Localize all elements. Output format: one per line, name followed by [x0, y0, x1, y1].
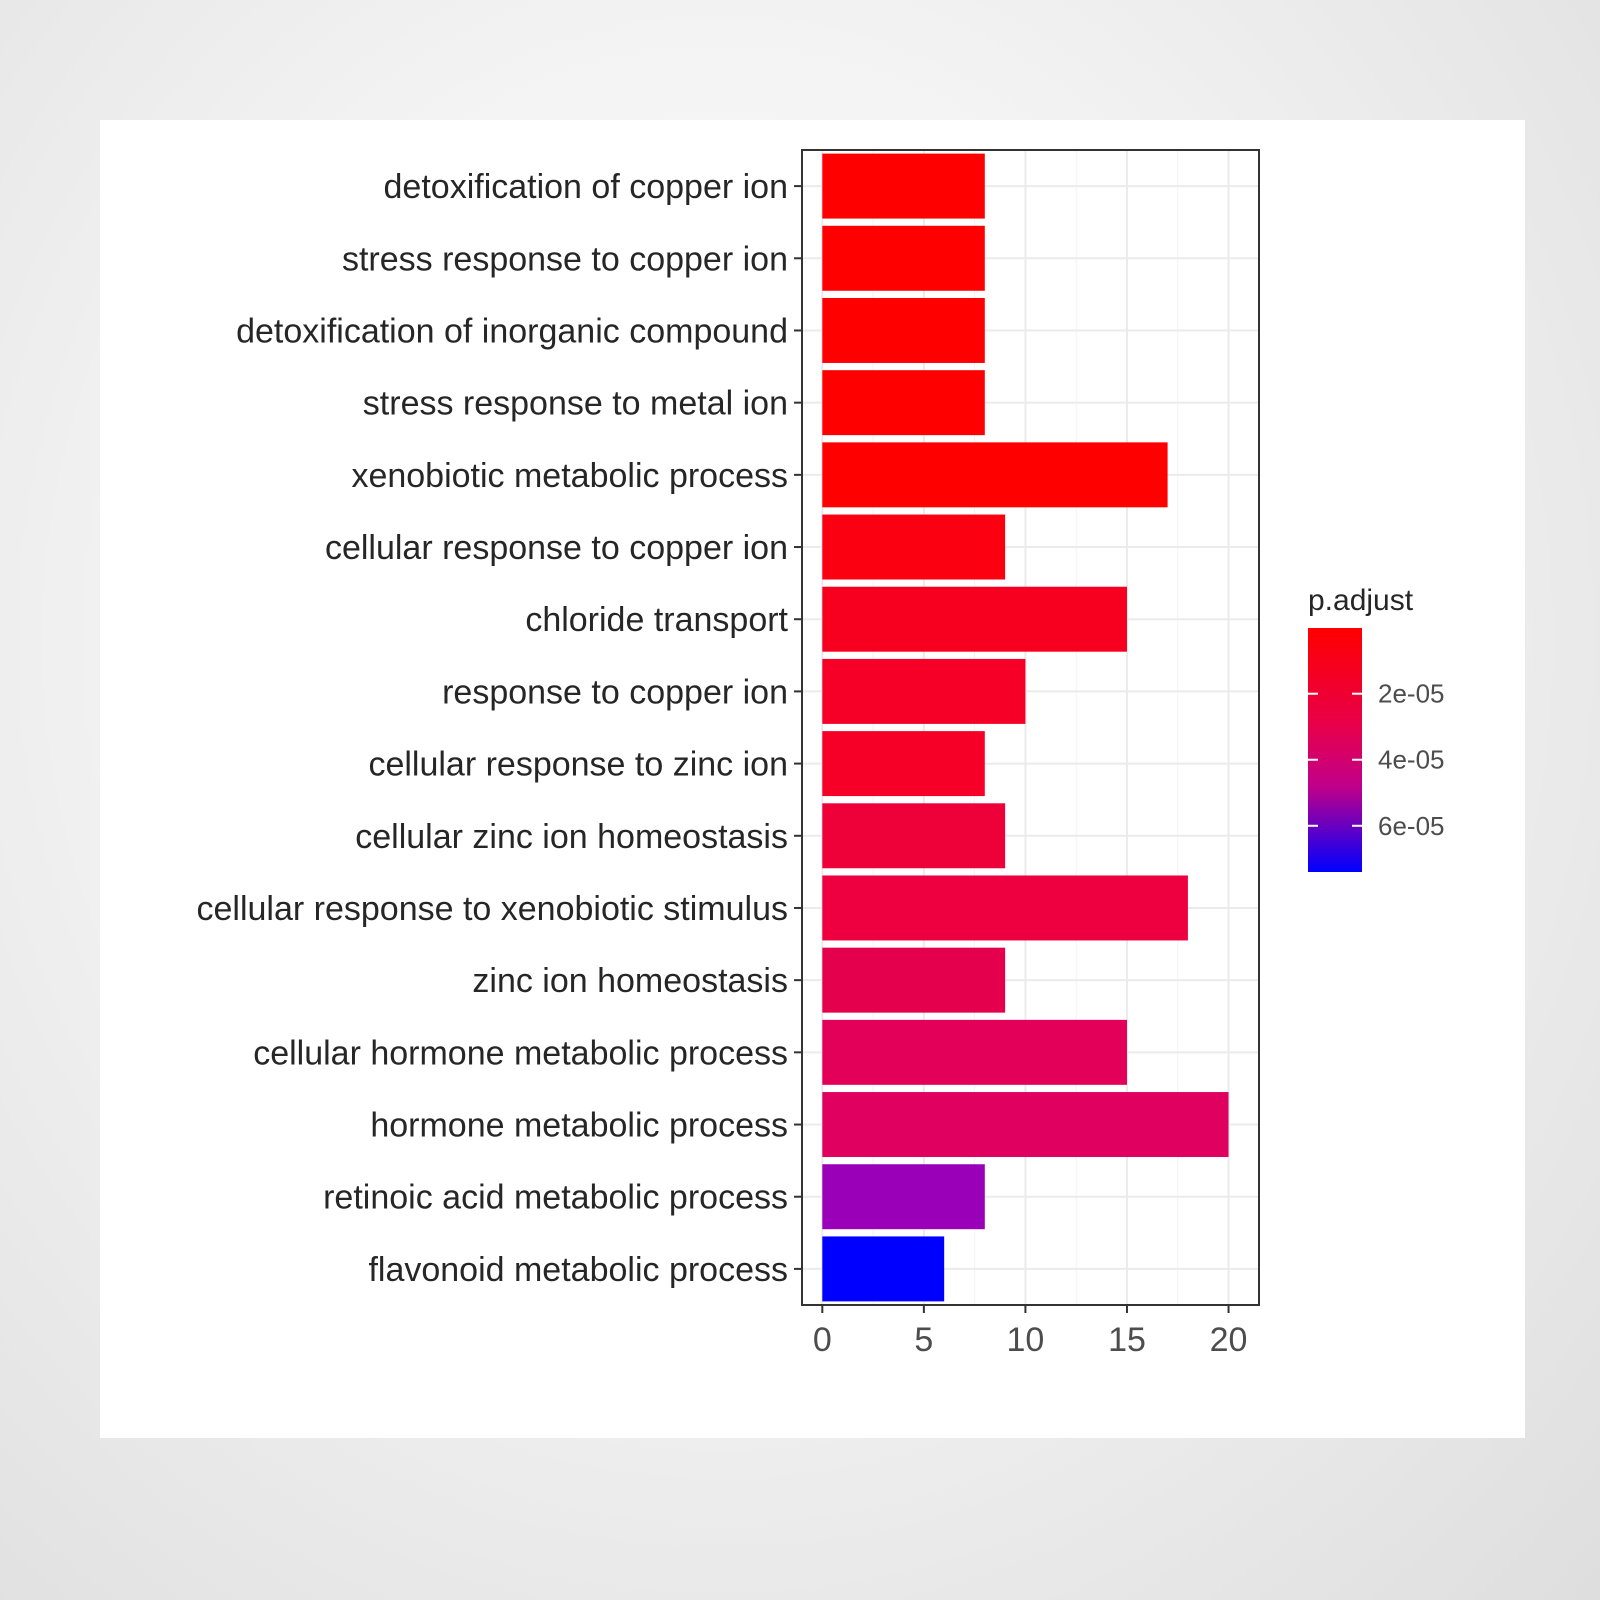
y-tick-label: cellular response to copper ion [325, 529, 788, 567]
legend: p.adjust 2e-05 4e-05 6e-05 [1308, 584, 1445, 872]
y-tick-label: cellular response to xenobiotic stimulus [196, 890, 788, 928]
bar-chart: detoxification of copper ion stress respo… [196, 149, 1445, 1359]
bar [822, 153, 985, 219]
x-tick-label: 10 [1007, 1321, 1045, 1359]
y-tick-label: chloride transport [525, 601, 788, 639]
x-tick-label: 5 [914, 1321, 933, 1359]
y-tick-label: cellular response to zinc ion [368, 746, 788, 784]
x-tick-label: 20 [1210, 1321, 1248, 1359]
x-axis: 0 5 10 15 20 [813, 1305, 1248, 1359]
bar [822, 225, 985, 291]
legend-title: p.adjust [1308, 584, 1414, 617]
y-tick-label: retinoic acid metabolic process [323, 1179, 788, 1217]
y-tick-label: detoxification of copper ion [384, 168, 788, 206]
y-tick-label: cellular hormone metabolic process [253, 1034, 788, 1072]
y-tick-label: stress response to copper ion [342, 240, 788, 278]
x-tick-label: 15 [1108, 1321, 1146, 1359]
y-tick-label: stress response to metal ion [363, 385, 788, 423]
panel-border [801, 149, 1260, 1306]
chart-slide: detoxification of copper ion stress respo… [100, 120, 1525, 1438]
y-tick-label: detoxification of inorganic compound [236, 312, 788, 350]
bars [822, 153, 1229, 1302]
bar [822, 297, 985, 363]
legend-tick-label: 2e-05 [1378, 679, 1445, 709]
bar [822, 370, 985, 436]
y-axis: detoxification of copper ion stress respo… [196, 168, 802, 1289]
bar [822, 803, 1006, 869]
bar [822, 875, 1188, 941]
bar [822, 658, 1026, 724]
x-tick-label: 0 [813, 1321, 832, 1359]
y-tick-label: zinc ion homeostasis [472, 962, 788, 1000]
y-tick-label: flavonoid metabolic process [368, 1251, 788, 1289]
bar [822, 1019, 1127, 1085]
bar [822, 1236, 945, 1302]
y-tick-label: hormone metabolic process [370, 1107, 788, 1145]
bar [822, 442, 1168, 508]
legend-tick-label: 6e-05 [1378, 811, 1445, 841]
legend-tick-label: 4e-05 [1378, 745, 1445, 775]
y-tick-label: cellular zinc ion homeostasis [355, 818, 788, 856]
bar [822, 1092, 1229, 1158]
y-tick-label: xenobiotic metabolic process [351, 457, 788, 495]
bar [822, 586, 1127, 652]
bar [822, 1164, 985, 1230]
legend-colorbar [1308, 628, 1362, 872]
bar [822, 947, 1006, 1013]
y-tick-label: response to copper ion [442, 673, 788, 711]
bar [822, 514, 1006, 580]
bar [822, 731, 985, 797]
